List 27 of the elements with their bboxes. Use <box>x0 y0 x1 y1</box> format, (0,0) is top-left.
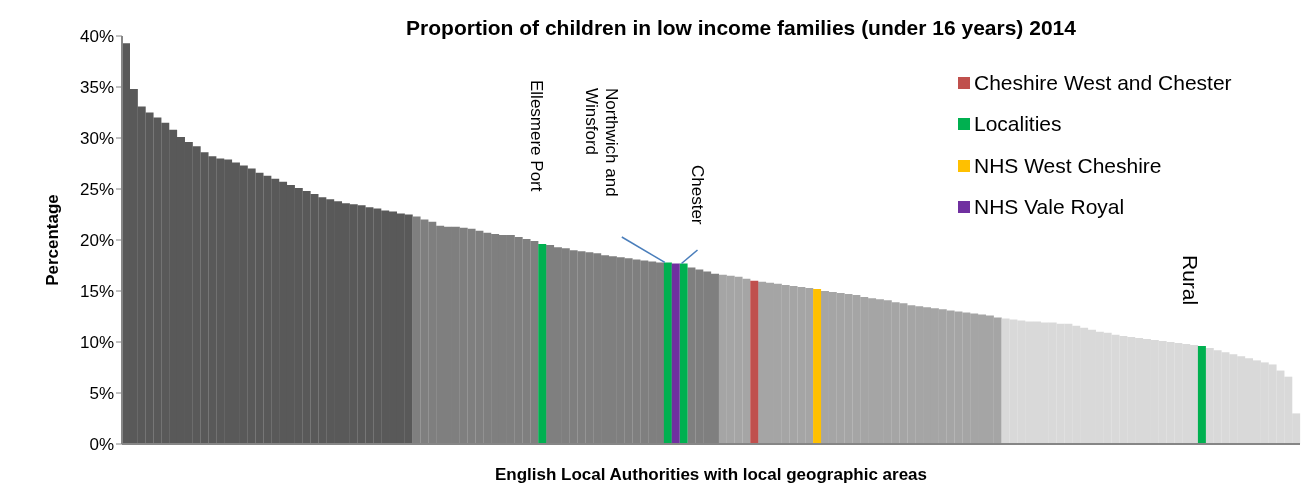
y-tick-label: 25% <box>79 180 114 200</box>
bar <box>750 280 759 444</box>
legend-label: Localities <box>974 112 1062 137</box>
bar <box>663 262 672 444</box>
y-tick-label: 15% <box>79 282 114 302</box>
x-axis-title: English Local Authorities with local geographic areas <box>494 465 928 484</box>
annotation: Northwich and Winsford <box>582 88 621 197</box>
y-axis-title: Percentage <box>43 194 63 286</box>
y-tick-label: 40% <box>79 27 114 47</box>
bar <box>679 263 688 444</box>
bar <box>813 288 822 444</box>
bar <box>538 244 547 444</box>
legend-label: NHS Vale Royal <box>974 195 1125 220</box>
bar <box>671 263 680 444</box>
y-tick-label: 35% <box>79 78 114 98</box>
legend-label: Cheshire West and Chester <box>974 70 1232 95</box>
chart-title: Proportion of children in low income families (under 16 years) 2014 <box>406 16 1077 39</box>
bar <box>1197 346 1206 444</box>
legend-label: NHS West Cheshire <box>974 153 1162 178</box>
y-tick-label: 20% <box>79 231 114 251</box>
y-tick-label: 0% <box>89 435 114 455</box>
annotation: Chester <box>687 165 707 225</box>
y-tick-label: 5% <box>89 384 114 404</box>
annotation: Ellesmere Port <box>527 80 547 192</box>
y-tick-label: 10% <box>79 333 114 353</box>
annotation: Rural <box>1178 255 1202 306</box>
y-tick-label: 30% <box>79 129 114 149</box>
